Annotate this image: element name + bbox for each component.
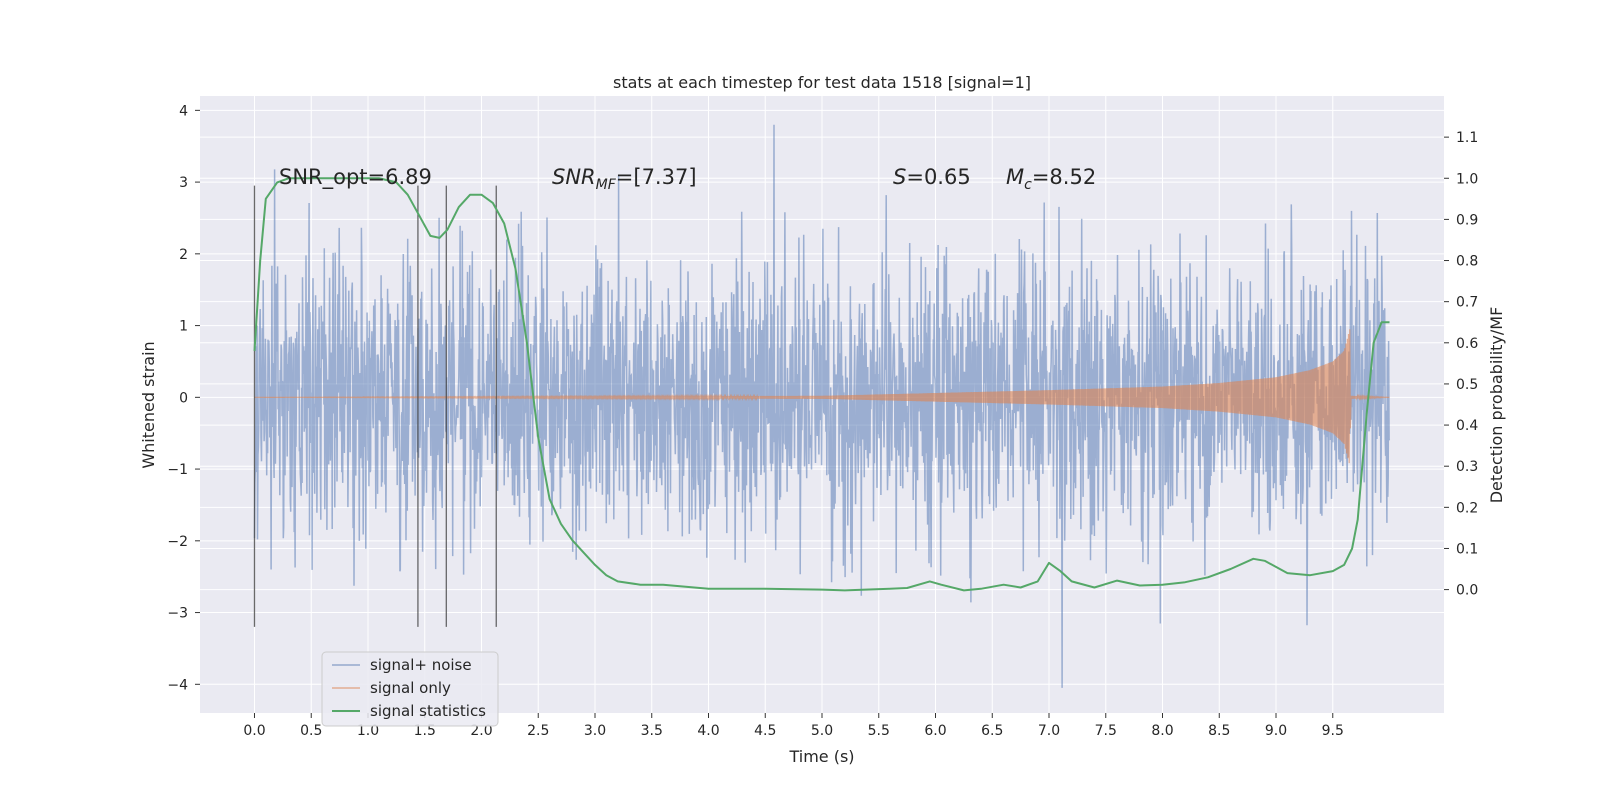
y2-tick-label: 0.9 (1456, 212, 1478, 228)
y-tick-label: 3 (179, 175, 188, 191)
y-axis-label: Whitened strain (139, 341, 158, 468)
x-tick-label: 1.0 (357, 723, 379, 739)
legend-label-signal: signal only (370, 679, 451, 697)
x-tick-label: 9.5 (1322, 723, 1344, 739)
signal-line (254, 329, 1390, 464)
x-tick-label: 8.0 (1151, 723, 1173, 739)
legend-label-noise: signal+ noise (370, 656, 472, 674)
y-tick-label: −3 (167, 606, 188, 622)
snr-mf-rest: =[7.37] (616, 165, 697, 189)
mc-annotation: Mc=8.52 (1006, 165, 1096, 193)
x-tick-label: 0.0 (243, 723, 265, 739)
y-axis-ticks: −4 −3 −2 −1 0 1 2 3 4 (167, 103, 200, 693)
y2-tick-label: 0.8 (1456, 254, 1478, 270)
noise-line (253, 124, 1391, 688)
snr-opt-annotation: SNR_opt=6.89 (279, 165, 432, 190)
x-tick-label: 2.0 (470, 723, 492, 739)
y2-tick-label: 0.0 (1456, 583, 1478, 599)
signal-only-series (254, 329, 1390, 464)
x-tick-label: 4.5 (754, 723, 776, 739)
s-rest: =0.65 (906, 165, 970, 189)
snr-mf-annotation: SNRMF=[7.37] (552, 165, 697, 193)
x-axis-label: Time (s) (788, 747, 854, 766)
y-tick-label: −4 (167, 677, 188, 693)
x-tick-label: 8.5 (1208, 723, 1230, 739)
y2-tick-label: 0.2 (1456, 500, 1478, 516)
mc-rest: =8.52 (1032, 165, 1096, 189)
x-tick-label: 2.5 (527, 723, 549, 739)
s-italic: S (893, 165, 906, 189)
s-annotation: S=0.65 (893, 165, 971, 189)
x-tick-label: 1.5 (414, 723, 436, 739)
snr-mf-main: SNR (552, 165, 596, 189)
legend-box (321, 651, 499, 727)
y-tick-label: 1 (179, 319, 188, 335)
x-tick-label: 6.0 (924, 723, 946, 739)
x-tick-label: 6.5 (981, 723, 1003, 739)
x-tick-label: 9.0 (1265, 723, 1287, 739)
legend: signal+ noise signal only signal statist… (321, 651, 499, 727)
x-tick-label: 5.0 (811, 723, 833, 739)
y2-tick-label: 1.1 (1456, 130, 1478, 146)
y2-tick-label: 0.4 (1456, 418, 1478, 434)
statistics-line (253, 177, 1390, 592)
y-tick-label: −2 (167, 534, 188, 550)
x-tick-label: 7.5 (1095, 723, 1117, 739)
y-tick-label: 0 (179, 390, 188, 406)
y2-tick-label: 0.3 (1456, 459, 1478, 475)
y2-axis-ticks: 0.0 0.1 0.2 0.3 0.4 0.5 0.6 0.7 0.8 0.9 1.0 1.1 (1444, 130, 1478, 599)
y-tick-label: 2 (179, 247, 188, 263)
signal-noise-series (253, 124, 1391, 688)
y-tick-label: 4 (179, 103, 188, 119)
x-tick-label: 4.0 (697, 723, 719, 739)
y2-axis-label: Detection probability/MF (1487, 307, 1506, 504)
x-tick-label: 7.0 (1038, 723, 1060, 739)
x-tick-label: 3.0 (584, 723, 606, 739)
chart-title: stats at each timestep for test data 151… (613, 73, 1031, 92)
y-tick-label: −1 (167, 462, 188, 478)
event-markers (253, 185, 497, 627)
mc-sub: c (1024, 177, 1032, 193)
y2-tick-label: 0.5 (1456, 377, 1478, 393)
x-axis-ticks: 0.0 0.5 1.0 1.5 2.0 2.5 3.0 3.5 4.0 4.5 5.0 5.5 6.0 6… (243, 713, 1344, 739)
x-tick-label: 0.5 (300, 723, 322, 739)
y2-tick-label: 1.0 (1456, 171, 1478, 187)
y2-tick-label: 0.1 (1456, 541, 1478, 557)
signal-statistics-series (253, 177, 1390, 592)
y2-tick-label: 0.6 (1456, 336, 1478, 352)
y2-tick-label: 0.7 (1456, 295, 1478, 311)
x-tick-label: 3.5 (641, 723, 663, 739)
x-tick-label: 5.5 (868, 723, 890, 739)
snr-mf-sub: MF (596, 177, 617, 193)
mc-main: M (1006, 165, 1024, 189)
legend-label-stats: signal statistics (370, 702, 486, 720)
